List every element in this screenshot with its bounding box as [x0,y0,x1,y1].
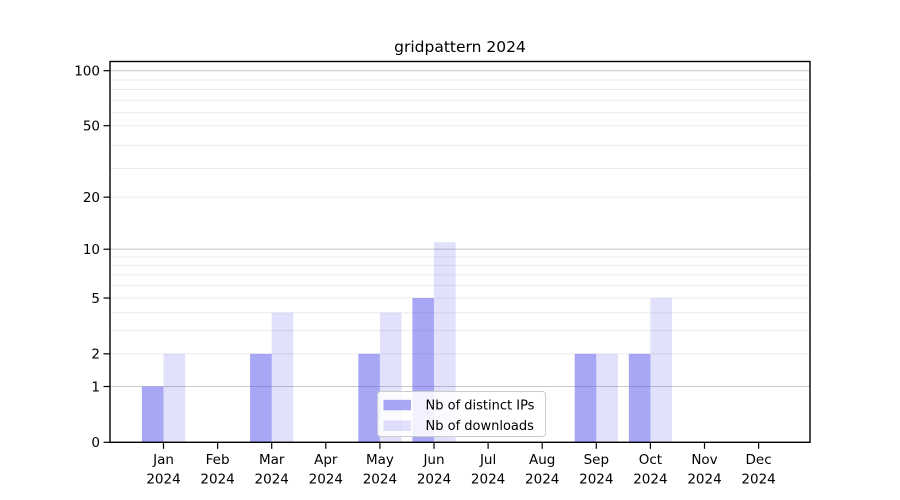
legend-label: Nb of distinct IPs [426,398,535,413]
plot-frame [109,60,811,443]
bar-distinct-ips-may [358,353,380,443]
x-tick-label-year: 2024 [687,472,721,488]
legend-box [377,391,546,437]
bar-downloads-oct [650,298,672,443]
x-tick-label-month: Aug [529,452,555,468]
x-tick-label-year: 2024 [633,472,667,488]
x-tick-label-month: Dec [746,452,772,468]
bar-distinct-ips-mar [250,353,272,443]
x-tick-label-month: Nov [691,452,717,468]
gridlines [110,70,810,388]
bar-downloads-jan [163,353,186,443]
x-tick-label-year: 2024 [579,472,613,488]
chart-title: gridpattern 2024 [394,38,526,56]
y-tick-label: 50 [83,119,100,135]
bar-downloads-sep [596,353,618,443]
legend-swatch-distinct-ips [383,399,411,411]
x-tick-label-month: May [366,452,394,468]
x-tick-label-month: Feb [206,452,230,468]
bar-downloads-mar [271,312,294,443]
bar-distinct-ips-sep [574,353,597,443]
x-tick-label-month: Mar [259,452,285,468]
x-tick-label-year: 2024 [471,472,505,488]
bar-distinct-ips-jan [141,386,164,443]
x-tick-label-year: 2024 [417,472,451,488]
y-tick-label: 1 [91,379,100,395]
x-axis: Jan 2024 Feb 2024 Mar 2024 Apr 2024 May 2024 Jun 20… [146,442,776,488]
x-tick-label-year: 2024 [525,472,559,488]
x-tick-label-month: Sep [584,452,609,468]
x-tick-label-year: 2024 [741,472,775,488]
x-tick-label-year: 2024 [309,472,343,488]
x-tick-label-month: Jul [479,452,496,468]
x-tick-label-year: 2024 [146,472,180,488]
x-tick-label-year: 2024 [363,472,397,488]
y-axis: 0 1 2 5 10 20 50 100 [74,64,110,451]
y-tick-label: 2 [91,347,100,363]
x-tick-label-month: Jun [422,452,444,468]
x-tick-label-year: 2024 [255,472,289,488]
x-tick-label-month: Oct [639,452,662,468]
legend-swatch-downloads [383,420,411,431]
y-tick-label: 5 [91,291,100,307]
bars [141,242,672,443]
x-tick-label-month: Apr [314,452,338,468]
y-tick-label: 100 [74,64,100,80]
legend-label: Nb of downloads [426,419,535,434]
y-tick-label: 0 [91,435,100,451]
y-tick-label: 20 [83,190,100,206]
bar-distinct-ips-oct [628,353,651,443]
legend: Nb of distinct IPs Nb of downloads [377,391,546,437]
x-tick-label-year: 2024 [200,472,234,488]
y-tick-label: 10 [83,242,100,258]
x-tick-label-month: Jan [152,452,174,468]
